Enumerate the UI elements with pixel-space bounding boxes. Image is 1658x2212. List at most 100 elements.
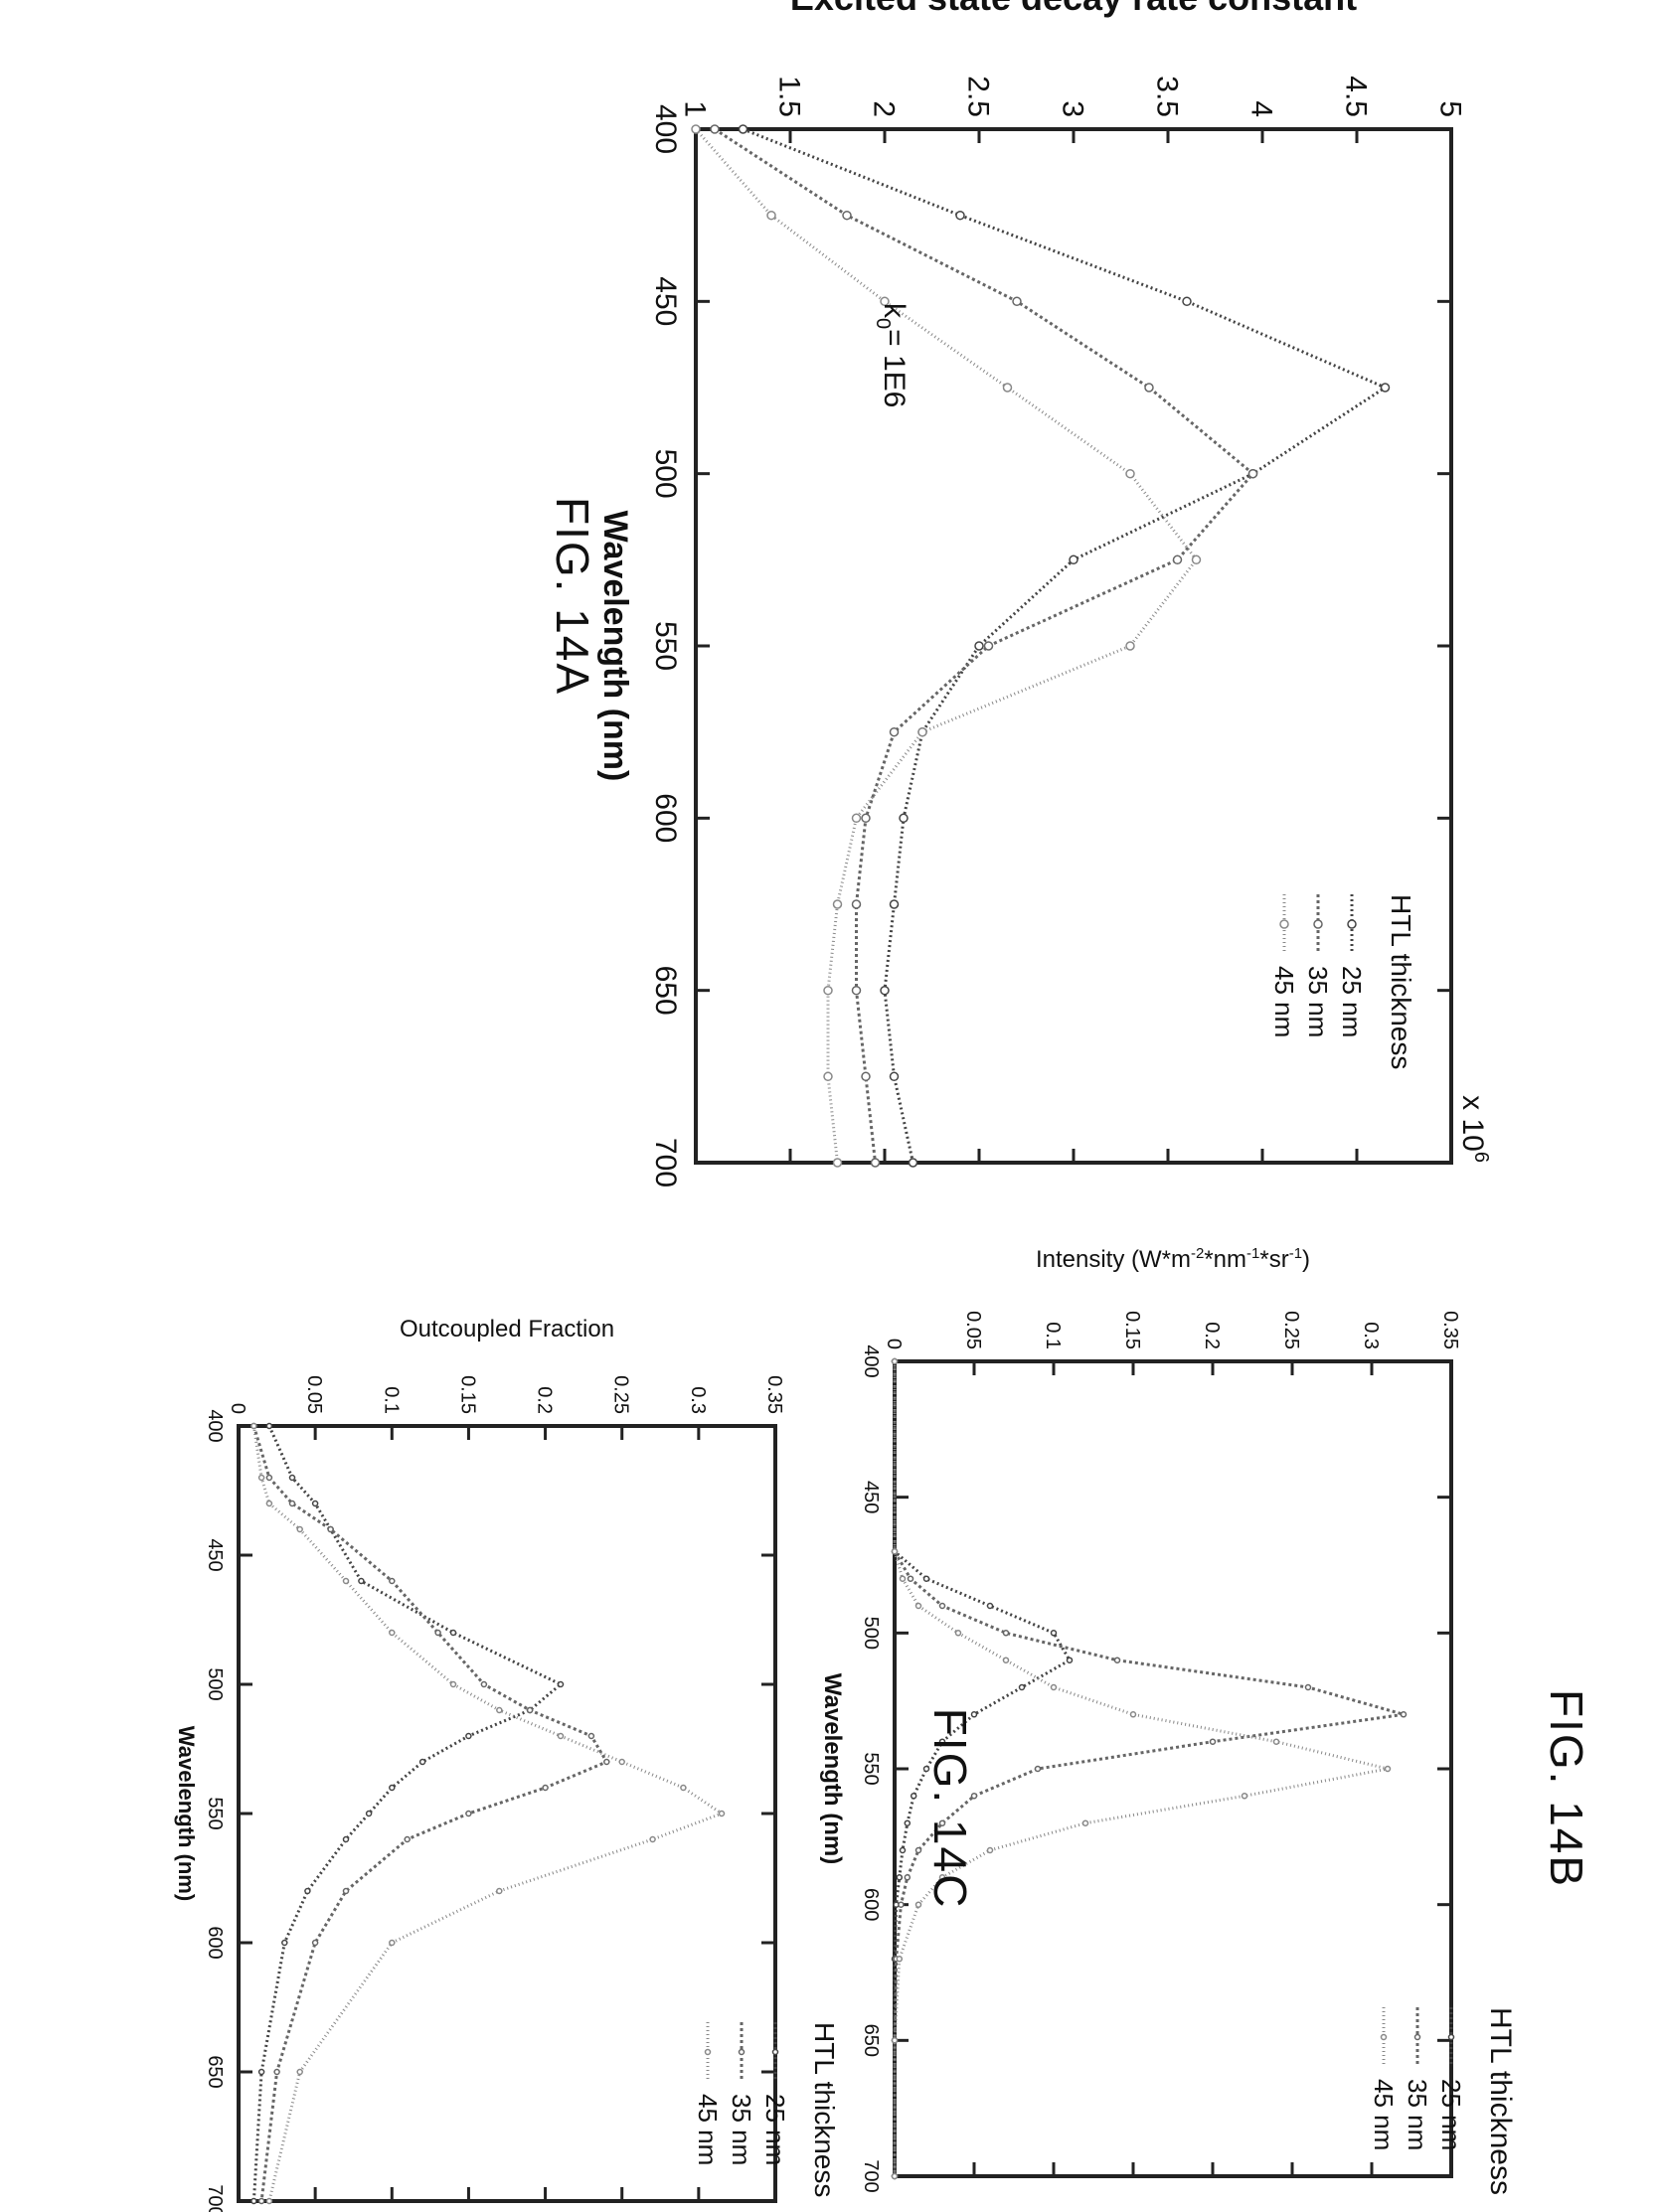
- legend-title-14c: HTL thickness: [809, 2022, 840, 2197]
- data-point: [889, 726, 900, 737]
- data-point: [983, 641, 994, 651]
- series-14c: [250, 1422, 726, 2205]
- data-point: [823, 1071, 833, 1082]
- data-point: [1182, 296, 1192, 307]
- data-point: [587, 1732, 595, 1740]
- data-point: [1384, 1765, 1392, 1773]
- legend-marker: [1447, 2033, 1455, 2041]
- data-point: [365, 1810, 373, 1817]
- data-point: [904, 1874, 912, 1881]
- legend-entry: 35 nm: [1303, 966, 1333, 1037]
- data-point: [327, 1525, 334, 1533]
- data-point: [1081, 1819, 1089, 1826]
- data-point: [1050, 1630, 1058, 1637]
- data-point: [304, 1887, 311, 1895]
- data-point: [465, 1732, 472, 1740]
- data-point: [680, 1784, 687, 1792]
- annotation-k0: k0= 1E6: [872, 303, 911, 407]
- y-tick-label: 3.5: [1151, 76, 1184, 117]
- y-tick-label: 0.05: [303, 1375, 325, 1414]
- y-axis-title-14c: Outcoupled Fraction: [400, 1316, 614, 1343]
- x-tick-label: 500: [860, 1617, 882, 1650]
- y-tick-label: 0: [227, 1403, 249, 1414]
- legend-marker: [1347, 919, 1357, 929]
- data-point: [418, 1758, 426, 1766]
- data-point: [1050, 1683, 1058, 1691]
- data-point: [851, 813, 862, 824]
- data-point: [938, 1738, 946, 1745]
- data-point: [288, 1500, 296, 1507]
- x-tick-label: 450: [649, 276, 682, 326]
- x-tick-label: 500: [204, 1667, 226, 1700]
- y-tick-label: 0.05: [962, 1311, 984, 1349]
- data-point: [914, 1901, 922, 1908]
- x-tick-label: 400: [860, 1344, 882, 1377]
- data-point: [1113, 1657, 1121, 1663]
- x-tick-label: 400: [204, 1409, 226, 1442]
- data-point: [954, 1630, 962, 1637]
- y-tick-label: 0.3: [687, 1386, 709, 1414]
- data-point: [342, 1577, 350, 1585]
- figure-label-14c: FIG. 14C: [924, 1708, 976, 1910]
- chart-14a: 400 450 500 550 600 650 700 1 1.5 2 2.5 3 3.5 4 4.5 5 x…: [596, 0, 1492, 1187]
- y-tick-label: 0.25: [610, 1375, 632, 1414]
- data-point: [389, 1939, 396, 1947]
- data-point: [914, 1602, 922, 1610]
- data-point: [496, 1706, 503, 1714]
- chart-14c: 400 450 500 550 600 650 700 0 0.05 0.1 0.15 0.2 0.25…: [174, 1316, 840, 2212]
- data-point: [899, 1846, 907, 1854]
- data-point: [1129, 1711, 1137, 1718]
- data-point: [974, 641, 984, 651]
- data-point: [1272, 1738, 1280, 1745]
- x-axis-title-14c: Wavelength (nm): [174, 1726, 199, 1901]
- series-line-35-nm: [893, 1361, 1405, 2176]
- y-tick-label: 1: [679, 100, 712, 117]
- data-point: [851, 985, 862, 996]
- data-point: [870, 1158, 881, 1168]
- data-point: [851, 899, 862, 909]
- data-point: [603, 1758, 610, 1766]
- y-tick-label: 0.1: [380, 1386, 402, 1414]
- data-point: [342, 1887, 350, 1895]
- data-point: [542, 1784, 549, 1792]
- data-point: [257, 2197, 265, 2205]
- data-point: [910, 1793, 917, 1800]
- data-point: [889, 899, 900, 909]
- data-point: [1002, 1657, 1010, 1663]
- legend-marker: [1380, 2033, 1388, 2041]
- ticks-14c: 400 450 500 550 600 650 700 0 0.05 0.1 0.15 0.2 0.25…: [204, 1375, 785, 2212]
- plot-frame-14c: [237, 1424, 777, 2203]
- data-point: [823, 985, 833, 996]
- data-point: [281, 1939, 288, 1947]
- legend-title-14a: HTL thickness: [1386, 894, 1416, 1069]
- x-tick-label: 700: [860, 2159, 882, 2192]
- data-point: [986, 1602, 994, 1610]
- x-tick-label: 600: [649, 793, 682, 843]
- data-point: [526, 1706, 534, 1714]
- data-point: [1241, 1793, 1248, 1800]
- data-point: [273, 2068, 280, 2076]
- data-point: [908, 1158, 918, 1168]
- data-point: [618, 1758, 625, 1766]
- data-point: [296, 2068, 303, 2076]
- data-point: [449, 1629, 457, 1637]
- series-line-25-nm: [893, 1361, 1073, 2176]
- y-tick-label: 5: [1434, 100, 1467, 117]
- y-tick-label: 0.2: [1201, 1322, 1223, 1349]
- multiplier-14a: x 106: [1456, 1095, 1492, 1163]
- y-tick-label: 0.25: [1280, 1311, 1302, 1349]
- data-point: [265, 1474, 273, 1482]
- legend-entry: 25 nm: [1337, 966, 1367, 1037]
- y-tick-label: 2: [868, 100, 901, 117]
- legend-marker: [1279, 919, 1289, 929]
- data-point: [1191, 554, 1202, 565]
- x-tick-label: 500: [649, 449, 682, 499]
- data-point: [265, 2197, 273, 2205]
- data-point: [938, 1819, 946, 1826]
- chart-14b: 400 450 500 550 600 650 700 0 0.05 0.1 0.15 0.2 0.25…: [819, 1245, 1517, 2195]
- plot-frame-14b: [893, 1359, 1453, 2178]
- x-tick-label: 650: [204, 2055, 226, 2088]
